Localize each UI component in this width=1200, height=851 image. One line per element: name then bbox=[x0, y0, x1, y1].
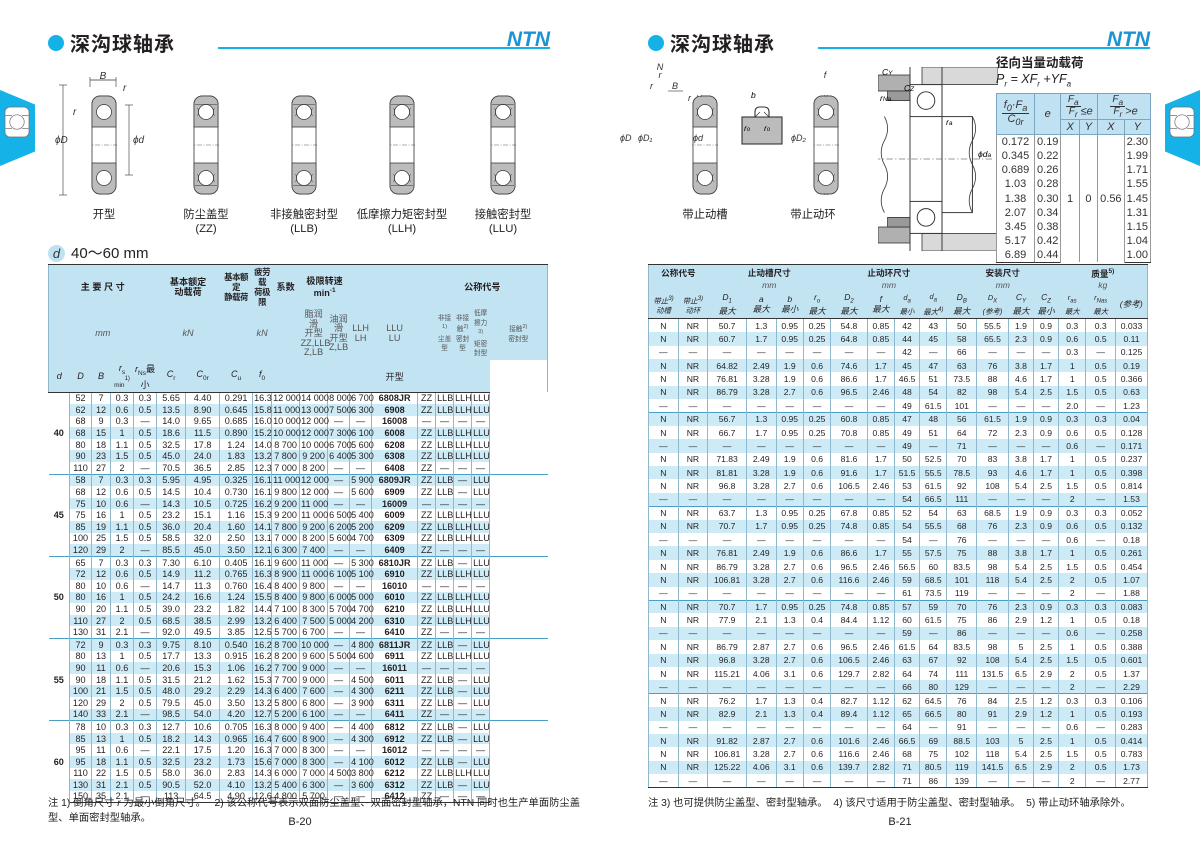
svg-text:f: f bbox=[824, 70, 828, 80]
svg-text:ϕD₂: ϕD₂ bbox=[791, 133, 807, 143]
svg-text:r: r bbox=[688, 93, 692, 103]
svg-text:B: B bbox=[672, 81, 678, 91]
svg-text:ϕD: ϕD bbox=[55, 135, 68, 146]
svg-text:r: r bbox=[123, 83, 127, 94]
svg-text:r: r bbox=[73, 107, 77, 118]
svg-text:ϕd: ϕd bbox=[133, 135, 145, 146]
svg-text:ϕD: ϕD bbox=[620, 133, 632, 143]
svg-text:ϕD₁: ϕD₁ bbox=[638, 133, 653, 143]
svg-text:B: B bbox=[100, 71, 107, 82]
svg-text:N: N bbox=[657, 62, 664, 72]
svg-text:r: r bbox=[650, 81, 654, 91]
svg-text:ϕd: ϕd bbox=[693, 133, 704, 143]
